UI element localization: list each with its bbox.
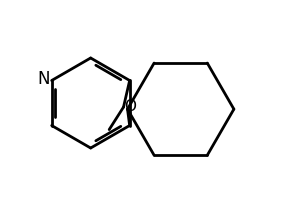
Text: O: O	[124, 98, 136, 114]
Text: N: N	[38, 70, 50, 88]
